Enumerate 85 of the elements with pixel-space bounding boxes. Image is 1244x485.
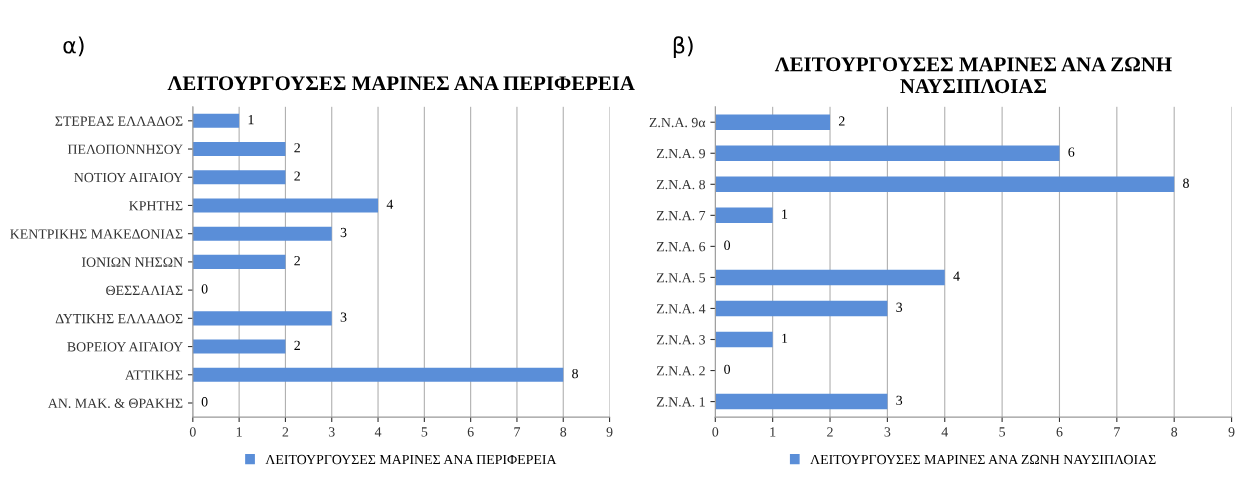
y-tick-label: ΝΟΤΙΟΥ ΑΙΓΑΙΟΥ [74,172,183,183]
data-label: 4 [953,271,960,281]
bar [715,114,831,130]
data-label: 3 [896,302,903,312]
x-tick-label: 4 [941,427,948,437]
legend-label: ΛΕΙΤΟΥΡΓΟΥΣΕΣ ΜΑΡΙΝΕΣ ΑΝΑ ΖΩΝΗ ΝΑΥΣΙΠΛΟΙΑΣ [810,454,1156,465]
y-tick-label: Ζ.Ν.Α. 6 [656,242,706,252]
data-label: 2 [294,340,300,350]
data-label: 6 [1068,147,1075,157]
bar [192,367,564,382]
y-tick-label: Ζ.Ν.Α. 9 [656,148,706,159]
data-label: 0 [724,364,731,375]
x-tick-label: 4 [374,427,382,437]
data-label: 4 [386,199,394,209]
data-label: 8 [572,368,578,379]
y-tick-label: Ζ.Ν.Α. 1 [656,397,705,407]
data-label: 0 [201,284,208,294]
data-label: 1 [782,209,788,219]
bar [715,300,888,317]
text: α) [63,36,84,57]
chart-title: ΛΕΙΤΟΥΡΓΟΥΣΕΣ ΜΑΡΙΝΕΣ ΑΝΑ ΖΩΝΗ ΝΑΥΣΙΠΛΟΙΑΣ [774,57,1172,94]
x-tick-label: 6 [1056,427,1063,437]
text: β) [673,36,693,58]
y-tick-label: ΚΕΝΤΡΙΚΗΣ ΜΑΚΕΔΟΝΙΑΣ [10,229,183,239]
y-tick-label: ΣΤΕΡΕΑΣ ΕΛΛΑΔΟΣ [55,116,183,126]
x-tick-label: 2 [827,427,833,437]
x-tick-label: 8 [560,427,567,437]
data-label: 0 [201,397,208,407]
bar [192,226,332,241]
x-tick-label: 1 [236,427,242,437]
x-tick-label: 5 [421,427,428,437]
bar [192,311,332,326]
y-tick-label: Ζ.Ν.Α. 2 [656,366,705,376]
y-tick-label: ΙΟΝΙΩΝ ΝΗΣΩΝ [81,257,183,267]
x-tick-label: 9 [1228,427,1235,437]
data-label: 2 [294,256,300,266]
bar [715,269,945,286]
y-tick-label: ΔΥΤΙΚΗΣ ΕΛΛΑΔΟΣ [55,313,183,324]
y-tick-label: ΒΟΡΕΙΟΥ ΑΙΓΑΙΟΥ [67,342,183,352]
x-tick-label: 2 [282,427,289,437]
bar [715,176,1175,193]
data-label: 2 [838,116,845,126]
y-tick-label: Ζ.Ν.Α. 7 [656,210,706,221]
y-tick-label: ΑΤΤΙΚΗΣ [125,370,183,380]
x-tick-label: 6 [467,427,474,437]
chart-title: ΛΕΙΤΟΥΡΓΟΥΣΕΣ ΜΑΡΙΝΕΣ ΑΝΑ ΠΕΡΙΦΕΡΕΙΑ [167,76,635,91]
y-tick-label: ΘΕΣΣΑΛΙΑΣ [106,285,183,296]
bar [715,393,888,410]
y-tick-label: ΑΝ. ΜΑΚ. & ΘΡΑΚΗΣ [47,398,183,409]
x-tick-label: 5 [999,427,1006,437]
y-tick-label: Ζ.Ν.Α. 4 [656,304,706,314]
x-tick-label: 0 [189,427,196,437]
y-tick-label: Ζ.Ν.Α. 8 [656,179,706,190]
bar [192,339,286,354]
legend-label: ΛΕΙΤΟΥΡΓΟΥΣΕΣ ΜΑΡΙΝΕΣ ΑΝΑ ΠΕΡΙΦΕΡΕΙΑ [265,454,557,465]
bar [192,170,286,185]
bar [715,145,1060,162]
x-tick-label: 3 [884,427,891,437]
x-tick-label: 8 [1171,427,1178,437]
data-label: 8 [1183,178,1189,188]
data-label: 1 [248,114,254,125]
x-tick-label: 0 [712,427,719,437]
data-label: 3 [340,312,347,322]
y-tick-label: ΚΡΗΤΗΣ [129,201,183,211]
y-tick-label: ΠΕΛΟΠΟΝΝΗΣΟΥ [67,144,183,154]
x-tick-label: 7 [1114,427,1120,437]
x-tick-label: 9 [606,427,613,437]
bar [192,254,286,269]
bar [192,141,286,157]
bar [192,113,240,128]
bar [715,207,773,224]
y-tick-label: Ζ.Ν.Α. 3 [656,335,706,345]
data-label: 3 [340,227,347,238]
data-label: 2 [294,171,300,181]
x-tick-label: 3 [328,427,335,437]
data-label: 1 [782,333,788,343]
data-label: 2 [294,143,300,153]
bar [192,198,379,213]
data-label: 0 [724,240,731,250]
y-tick-label: Ζ.Ν.Α. 5 [656,273,706,283]
y-tick-label: Ζ.Ν.Α. 9α [649,117,706,128]
x-tick-label: 7 [514,427,521,437]
x-tick-label: 1 [770,427,776,437]
data-label: 3 [896,395,903,406]
bar [715,331,773,348]
